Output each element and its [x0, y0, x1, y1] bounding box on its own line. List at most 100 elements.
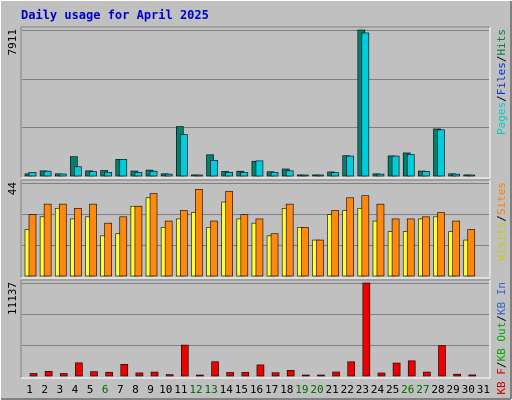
x-tick-label: 23	[356, 383, 369, 396]
x-tick-label: 18	[280, 383, 293, 396]
x-tick-label: 29	[447, 383, 460, 396]
legend-entry: Pages	[495, 102, 508, 135]
bar-files	[452, 173, 460, 177]
legend-entry: Visits	[495, 222, 508, 262]
x-tick-label: 16	[250, 383, 263, 396]
bar-kb-f	[180, 344, 189, 377]
chart-title: Daily usage for April 2025	[21, 8, 209, 22]
bar-files	[149, 170, 158, 177]
bar-kb-f	[347, 361, 356, 377]
legend-entry: /	[495, 215, 508, 222]
bar-sites	[89, 203, 97, 277]
bar-sites	[331, 210, 339, 277]
bar-kb-f	[332, 371, 340, 377]
legend-entry: /	[495, 362, 508, 369]
x-tick-label: 30	[462, 383, 475, 396]
bar-files	[225, 172, 233, 177]
bar-files	[316, 174, 324, 177]
x-tick-label: 24	[371, 383, 385, 396]
panel-background	[21, 27, 490, 178]
bar-sites	[74, 208, 82, 277]
bar-files	[89, 171, 97, 177]
bar-sites	[210, 220, 218, 277]
legend-entry: /	[495, 95, 508, 102]
bar-files	[43, 170, 52, 177]
x-tick-label: 1	[26, 383, 33, 396]
chart-panels: 7911Pages/Files/Hits44Visits/Sites11137K…	[6, 26, 508, 395]
bar-files	[301, 174, 309, 177]
x-tick-label: 10	[159, 383, 172, 396]
bar-kb-f	[241, 372, 250, 377]
bar-sites	[149, 193, 158, 277]
x-tick-label: 11	[174, 383, 187, 396]
bar-sites	[391, 218, 400, 277]
legend: Pages/Files/Hits	[495, 29, 508, 135]
bar-files	[28, 172, 37, 177]
bar-sites	[437, 212, 445, 277]
bar-kb-f	[196, 374, 204, 377]
x-tick-label: 5	[87, 383, 94, 396]
bar-sites	[195, 189, 203, 277]
bar-kb-f	[105, 371, 113, 377]
bar-kb-f	[286, 370, 295, 377]
x-tick-label: 12	[189, 383, 202, 396]
panel-background	[21, 280, 490, 378]
x-tick-label: 13	[204, 383, 217, 396]
bar-sites	[179, 210, 188, 277]
bar-files	[422, 171, 430, 177]
bar-files	[437, 129, 445, 177]
bar-kb-f	[453, 373, 461, 377]
bar-sites	[255, 218, 264, 277]
x-tick-label: 22	[341, 383, 354, 396]
bar-files	[240, 172, 249, 177]
x-tick-label: 2	[41, 383, 48, 396]
x-tick-label: 19	[295, 383, 308, 396]
x-tick-label: 20	[310, 383, 323, 396]
bar-kb-f	[271, 372, 280, 377]
bar-sites	[134, 205, 143, 277]
bar-files	[376, 173, 385, 177]
bar-files	[104, 172, 112, 177]
bar-files	[331, 172, 339, 177]
bar-sites	[270, 233, 279, 277]
x-tick-label: 17	[265, 383, 278, 396]
bar-kb-f	[438, 345, 446, 377]
bar-files	[164, 173, 173, 177]
bar-files	[361, 32, 370, 177]
bar-files	[134, 172, 143, 177]
bar-sites	[225, 191, 233, 277]
bar-kb-f	[59, 373, 68, 377]
bar-kb-f	[377, 372, 386, 377]
x-tick-label: 6	[102, 383, 109, 396]
bar-kb-f	[226, 372, 234, 377]
bar-sites	[422, 216, 430, 277]
bar-kb-f	[302, 374, 310, 377]
x-tick-label: 26	[401, 383, 414, 396]
x-tick-label: 27	[416, 383, 429, 396]
bar-kb-f	[120, 364, 129, 377]
bar-sites	[104, 222, 112, 277]
bar-kb-f	[165, 374, 174, 377]
bar-kb-f	[75, 362, 83, 377]
legend-entry: Files	[495, 62, 508, 95]
x-tick-label: 15	[235, 383, 248, 396]
bar-kb-f	[135, 372, 144, 377]
bar-files	[391, 155, 400, 177]
x-axis-labels: 1 2 3 4 5 6 7 8 9 10 11 12 13 14 15 16 17 18 19 20 21 22 23 24 2…	[26, 383, 490, 396]
bar-kb-f	[150, 371, 159, 377]
bar-kb-f	[407, 360, 416, 377]
bar-sites	[119, 216, 128, 277]
bar-sites	[285, 203, 294, 277]
bar-files	[74, 166, 82, 177]
x-tick-label: 28	[431, 383, 444, 396]
bar-sites	[58, 203, 67, 277]
bar-kb-f	[29, 373, 38, 377]
legend-entry: /	[495, 56, 508, 63]
bar-kb-f	[362, 282, 371, 377]
x-tick-label: 31	[477, 383, 490, 396]
bar-files	[58, 173, 67, 177]
legend-entry: KB Out	[495, 322, 508, 362]
bar-files	[210, 160, 218, 177]
